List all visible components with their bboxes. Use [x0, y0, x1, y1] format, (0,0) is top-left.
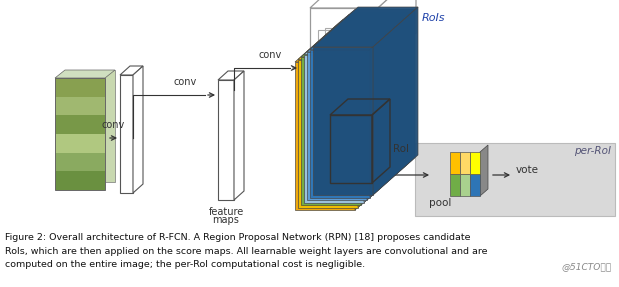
Polygon shape: [480, 145, 488, 196]
Polygon shape: [55, 70, 115, 78]
Polygon shape: [301, 57, 361, 205]
Polygon shape: [361, 17, 406, 205]
Bar: [318, 30, 340, 58]
Bar: [55, 134, 105, 153]
Bar: [470, 174, 480, 196]
Polygon shape: [218, 71, 244, 80]
Bar: [55, 115, 105, 134]
Text: feature: feature: [209, 207, 244, 217]
Polygon shape: [65, 70, 115, 182]
Polygon shape: [307, 52, 367, 200]
Polygon shape: [295, 22, 400, 62]
Text: Figure 2: Overall architecture of R-FCN. A Region Proposal Network (RPN) [18] pr: Figure 2: Overall architecture of R-FCN.…: [5, 233, 470, 242]
Text: RoIs: RoIs: [422, 13, 446, 23]
Polygon shape: [313, 47, 373, 195]
Polygon shape: [234, 71, 244, 200]
Polygon shape: [310, 9, 415, 49]
Text: vote: vote: [516, 165, 539, 175]
Polygon shape: [304, 55, 364, 203]
Polygon shape: [378, 0, 416, 68]
Text: maps: maps: [212, 215, 240, 225]
Polygon shape: [133, 66, 143, 193]
Polygon shape: [358, 20, 403, 208]
Text: conv: conv: [173, 77, 197, 87]
Polygon shape: [304, 15, 409, 55]
Bar: [450, 152, 460, 174]
Polygon shape: [301, 17, 406, 57]
Bar: [460, 152, 470, 174]
Bar: [415, 143, 615, 216]
Polygon shape: [310, 49, 370, 197]
Text: conv: conv: [258, 50, 282, 60]
Polygon shape: [120, 66, 143, 75]
Text: RoIs, which are then applied on the score maps. All learnable weight layers are : RoIs, which are then applied on the scor…: [5, 247, 488, 255]
Polygon shape: [307, 12, 412, 52]
Bar: [55, 97, 105, 115]
Bar: [470, 152, 480, 174]
Polygon shape: [373, 7, 418, 195]
Text: @51CTO博客: @51CTO博客: [562, 262, 612, 271]
Text: RoI: RoI: [393, 144, 409, 154]
Text: pool: pool: [429, 198, 451, 208]
Polygon shape: [355, 22, 400, 210]
Bar: [55, 78, 105, 97]
Polygon shape: [367, 12, 412, 200]
Polygon shape: [364, 15, 409, 203]
Bar: [55, 171, 105, 190]
Bar: [55, 153, 105, 171]
Bar: [55, 78, 105, 190]
Polygon shape: [295, 62, 355, 210]
Bar: [325, 28, 339, 46]
Text: per-RoI: per-RoI: [574, 146, 611, 156]
Text: conv: conv: [102, 120, 124, 130]
Polygon shape: [313, 7, 418, 47]
Bar: [450, 174, 460, 196]
Polygon shape: [310, 8, 378, 68]
Bar: [460, 174, 470, 196]
Polygon shape: [310, 0, 416, 8]
Polygon shape: [298, 20, 403, 59]
Polygon shape: [120, 75, 133, 193]
Polygon shape: [218, 80, 234, 200]
Polygon shape: [370, 9, 415, 197]
Text: computed on the entire image; the per-RoI computational cost is negligible.: computed on the entire image; the per-Ro…: [5, 260, 365, 269]
Polygon shape: [298, 59, 358, 208]
